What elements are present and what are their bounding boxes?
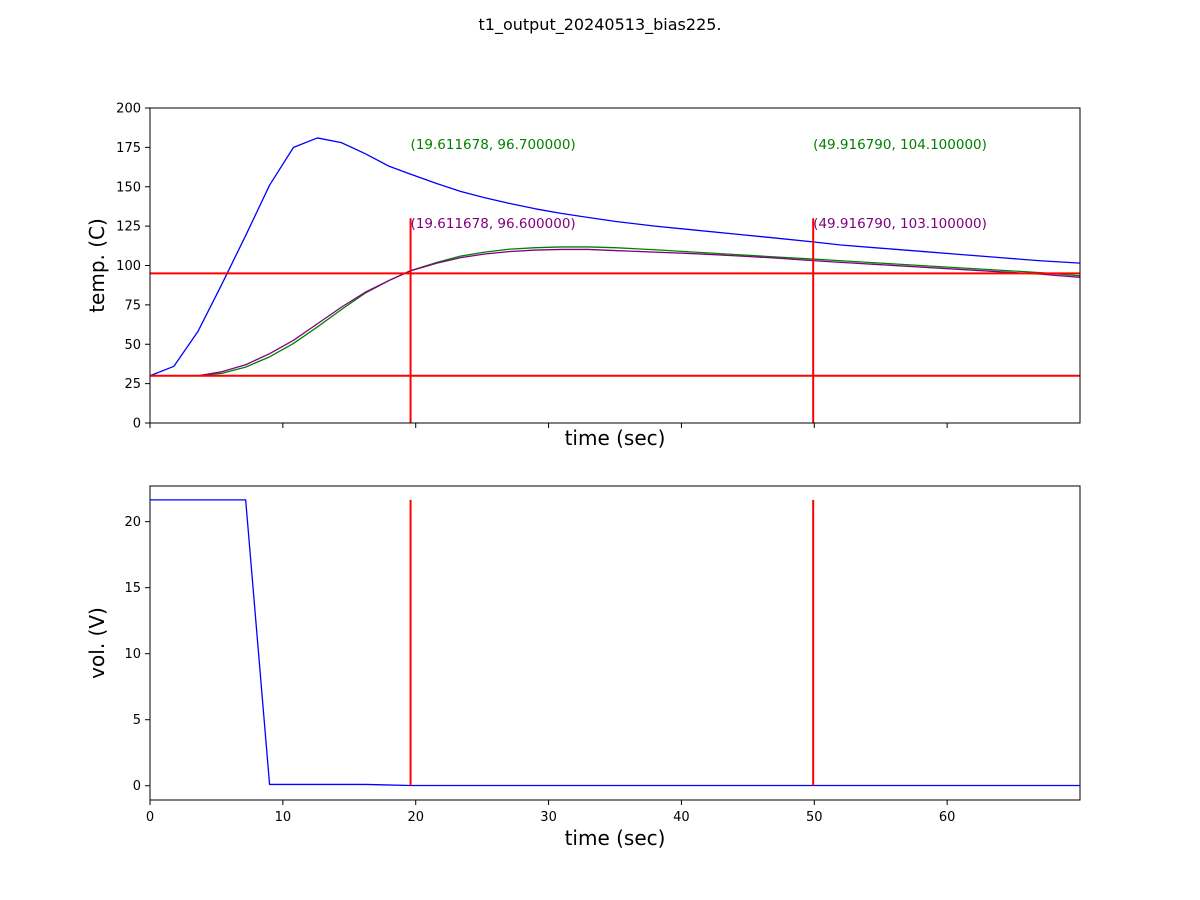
plot1-annotation: (49.916790, 104.100000) [813,137,987,153]
plot2-series-line [150,499,1080,787]
plot1-ytick-label: 125 [116,220,141,235]
plot2-axes: 0 10 20 30 40 50 60 0 5 10 15 20 time (sec) vol. (V) [85,485,1081,850]
plot2-xtick-label: 20 [407,810,424,825]
plot2-frame [149,485,1081,801]
plot2-ytick-label: 20 [124,515,141,530]
plot1-ytick-label: 175 [116,141,141,156]
plot2-xtick-label: 50 [806,810,823,825]
plot1-ytick-label: 0 [133,417,141,432]
plot2-xtick-label: 60 [939,810,956,825]
plot1-ytick-label: 150 [116,180,141,195]
plot1-series-line [149,137,1081,377]
plot1-ytick-label: 100 [116,259,141,274]
plot1-annotation: (19.611678, 96.700000) [411,137,576,153]
plot2-xtick-label: 30 [540,810,557,825]
plot1-annotation: (19.611678, 96.600000) [411,216,576,232]
plot1-ytick-label: 50 [124,338,141,353]
plot1-axes: (19.611678, 96.700000) (19.611678, 96.600… [85,102,1081,450]
plot1-ylabel: temp. (C) [85,218,109,313]
plot2-xtick-label: 40 [673,810,690,825]
plot1-ytick-label: 200 [116,102,141,117]
plot2-ylabel: vol. (V) [85,607,109,679]
plot2-xlabel: time (sec) [565,826,666,850]
plot2-ytick-label: 0 [133,779,141,794]
plot1-series-line [150,246,1081,377]
plot1-annotation: (49.916790, 103.100000) [813,216,987,232]
plot1-ytick-label: 25 [124,377,141,392]
plot2-xtick-label: 10 [275,810,292,825]
plot2-ytick-label: 5 [133,713,141,728]
plot1-series-line [150,248,1081,377]
plot2-ytick-label: 10 [124,647,141,662]
plot2-ytick-label: 15 [124,581,141,596]
plot2-xtick-label: 0 [146,810,154,825]
figure-title: t1_output_20240513_bias225. [478,15,722,34]
plot1-xlabel: time (sec) [565,426,666,450]
plot1-ytick-label: 75 [124,298,141,313]
